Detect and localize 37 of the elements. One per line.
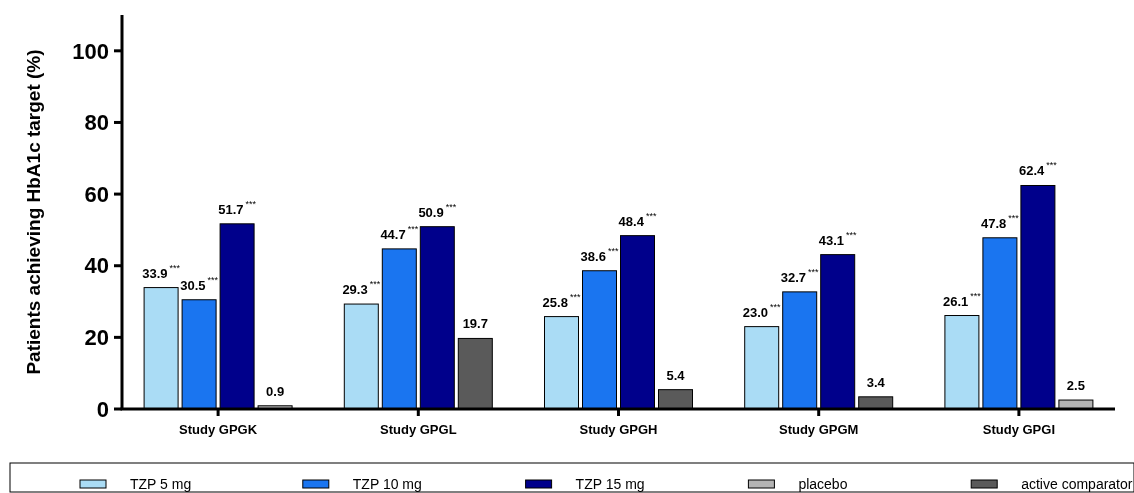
x-tick-label: Study GPGM	[778, 422, 859, 437]
data-label: 30.5$^{***}$	[180, 274, 219, 293]
data-label: 50.9$^{***}$	[418, 201, 457, 220]
x-tick-label: Study GPGK	[179, 422, 258, 437]
y-tick-label: 80	[84, 110, 109, 136]
data-label: 26.1$^{***}$	[942, 290, 982, 309]
legend-label: TZP 15 mg	[575, 476, 645, 492]
legend-label: placebo	[798, 476, 848, 492]
data-label: 2.5	[1066, 378, 1085, 394]
data-label: 43.1$^{***}$	[818, 229, 858, 248]
y-tick-label: 0	[96, 396, 109, 422]
data-label: 47.8$^{***}$	[980, 212, 1020, 231]
data-label: 48.4$^{***}$	[618, 210, 657, 229]
data-label: 5.4	[666, 367, 686, 383]
data-label: 38.6$^{***}$	[580, 245, 619, 264]
data-label: 3.4	[866, 374, 886, 390]
data-label: 33.9$^{***}$	[142, 262, 181, 281]
legend-label: TZP 10 mg	[352, 476, 422, 492]
x-tick-label: Study GPGL	[380, 422, 457, 437]
y-tick-label: 60	[84, 181, 109, 207]
data-label: 19.7	[462, 316, 488, 332]
data-label: 0.9	[266, 383, 285, 399]
data-label: 62.4$^{***}$	[1018, 160, 1058, 179]
legend-label: active comparator	[1021, 476, 1133, 492]
y-tick-label: 20	[84, 325, 109, 351]
legend-label: TZP 5 mg	[130, 476, 192, 492]
y-tick-label: 40	[84, 253, 109, 279]
y-tick-label: 100	[72, 38, 109, 64]
data-label: 23.0$^{***}$	[742, 301, 782, 320]
x-tick-label: Study GPGH	[579, 422, 658, 437]
x-tick-label: Study GPGI	[982, 422, 1056, 437]
data-label: 29.3$^{***}$	[342, 278, 381, 298]
y-axis-title: Patients achieving HbA1c target (%)	[23, 49, 44, 375]
data-label: 25.8$^{***}$	[542, 291, 581, 310]
data-label: 51.7$^{***}$	[218, 198, 257, 217]
data-label: 44.7$^{***}$	[380, 223, 419, 242]
data-label: 32.7$^{***}$	[780, 266, 820, 285]
